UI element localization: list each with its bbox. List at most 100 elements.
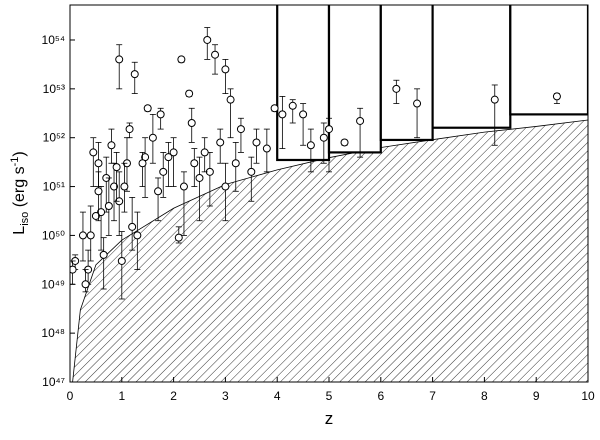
error-bar: [111, 162, 118, 222]
limit-box: [431, 5, 512, 129]
error-bar: [100, 237, 107, 290]
data-point: [262, 144, 271, 153]
threshold-curve: [72, 119, 588, 382]
error-bar: [248, 156, 255, 202]
data-point: [413, 99, 422, 108]
data-point: [221, 65, 230, 74]
error-bar: [320, 122, 327, 164]
data-point: [236, 125, 245, 134]
data-point: [252, 138, 261, 147]
data-point: [203, 35, 212, 44]
y-label-sub: iso: [19, 212, 31, 226]
data-point: [231, 159, 240, 168]
x-tick-label: 2: [170, 389, 177, 403]
data-point: [340, 138, 349, 147]
data-point: [288, 101, 297, 110]
x-tick-label: 6: [377, 389, 384, 403]
error-bar: [155, 177, 162, 222]
data-point: [104, 202, 113, 211]
threshold-region: [72, 120, 588, 382]
data-point: [299, 110, 308, 119]
data-point: [177, 55, 186, 64]
data-point: [278, 110, 287, 119]
data-point: [94, 159, 103, 168]
y-tick-label: 10⁵⁰: [42, 228, 65, 242]
data-point: [156, 110, 165, 119]
data-point: [133, 231, 142, 240]
y-tick-label: 10⁵⁴: [42, 33, 65, 47]
error-bar: [116, 44, 123, 90]
data-point: [247, 167, 256, 176]
data-point: [138, 159, 147, 168]
data-point: [110, 182, 119, 191]
x-tick-label: 5: [326, 389, 333, 403]
limit-box: [327, 5, 382, 154]
data-point: [115, 55, 124, 64]
error-bar: [139, 152, 146, 187]
data-point: [195, 173, 204, 182]
y-label-sup: -1: [9, 157, 21, 167]
data-point: [117, 256, 126, 265]
data-point: [81, 280, 90, 289]
y-tick-label: 10⁵²: [43, 131, 65, 145]
plot-area: [70, 5, 588, 382]
data-point: [107, 141, 116, 150]
data-point: [319, 133, 328, 142]
data-point: [200, 148, 209, 157]
error-bar: [165, 142, 172, 187]
data-point: [89, 148, 98, 157]
data-point: [154, 187, 163, 196]
error-bar: [222, 59, 229, 94]
error-bar: [142, 137, 149, 198]
y-tick-label: 10⁵¹: [43, 180, 65, 194]
data-point: [190, 159, 199, 168]
error-bar: [170, 137, 177, 187]
data-point: [211, 50, 220, 59]
x-tick-label: 10: [581, 389, 595, 403]
x-tick-label: 9: [533, 389, 540, 403]
data-point: [164, 153, 173, 162]
data-point: [128, 222, 137, 231]
error-bar: [357, 107, 364, 158]
data-point: [169, 148, 178, 157]
error-bar: [222, 162, 229, 222]
data-point: [91, 211, 100, 220]
data-point: [125, 125, 134, 134]
data-point: [306, 141, 315, 150]
data-point: [174, 233, 183, 242]
data-point: [70, 265, 77, 274]
x-tick-label: 0: [67, 389, 74, 403]
data-point: [221, 182, 230, 191]
error-bar: [118, 231, 125, 300]
data-point: [143, 104, 152, 113]
data-point: [130, 70, 139, 79]
data-point: [99, 250, 108, 259]
data-point: [94, 187, 103, 196]
y-label-main: L: [11, 226, 28, 235]
x-tick-label: 8: [481, 389, 488, 403]
error-bar: [95, 171, 102, 222]
error-bar: [134, 211, 141, 270]
limit-box: [379, 5, 434, 142]
y-tick-label: 10⁴⁹: [41, 277, 65, 291]
error-bar: [196, 156, 203, 222]
data-point: [86, 231, 95, 240]
limit-box: [509, 5, 588, 116]
data-point: [78, 231, 87, 240]
y-tick-label: 10⁴⁷: [42, 375, 65, 389]
data-point: [185, 89, 194, 98]
data-point: [97, 208, 106, 217]
error-bar: [307, 128, 314, 173]
data-point: [159, 167, 168, 176]
y-tick-label: 10⁴⁸: [41, 326, 65, 340]
data-point: [120, 182, 129, 191]
x-tick-label: 4: [274, 389, 281, 403]
data-point: [216, 138, 225, 147]
x-axis-label: z: [325, 409, 334, 428]
data-point: [187, 118, 196, 127]
data-point: [112, 163, 121, 172]
error-bar: [279, 96, 286, 149]
error-bar: [191, 148, 198, 187]
error-bar: [414, 88, 421, 139]
x-tick-label: 3: [222, 389, 229, 403]
